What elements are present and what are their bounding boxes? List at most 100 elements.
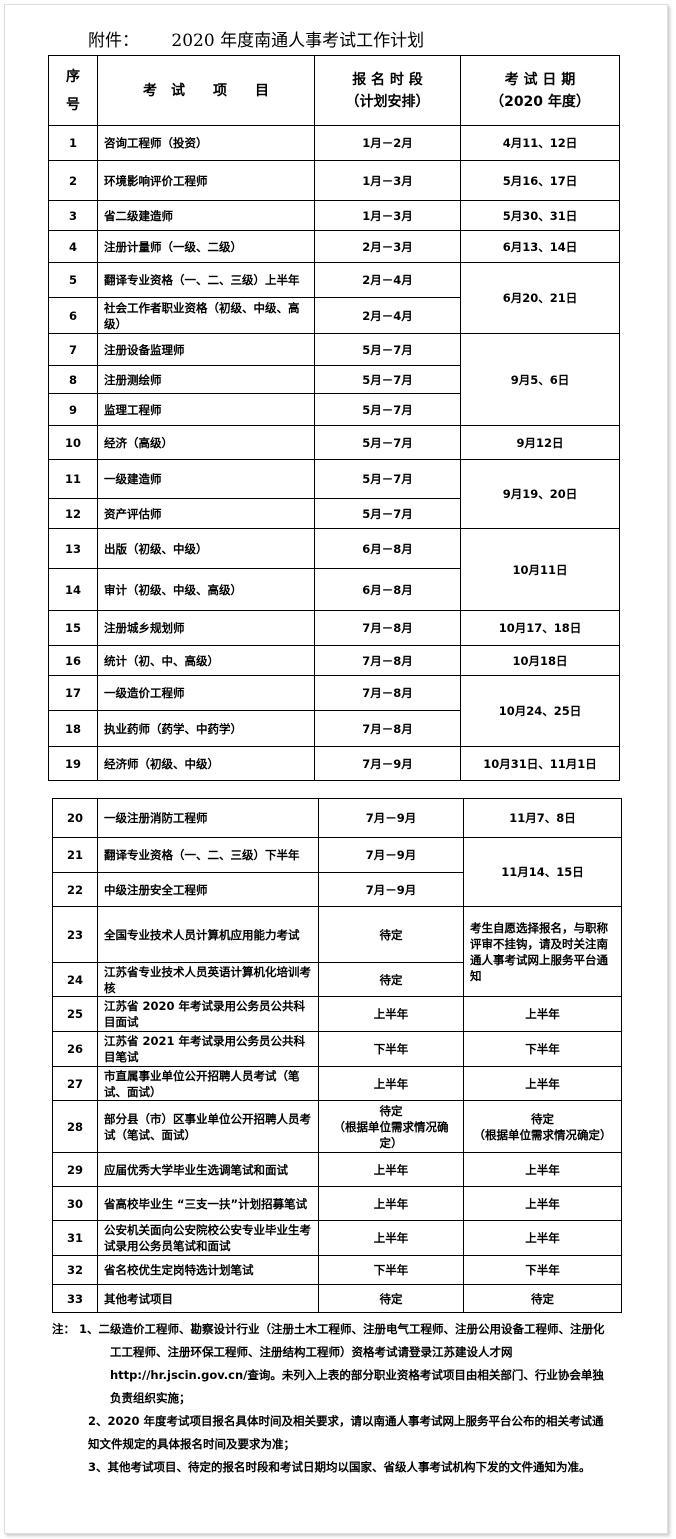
registration-period: 2月－4月 <box>314 262 461 298</box>
exam-item: 一级注册消防工程师 <box>97 798 319 838</box>
exam-item: 江苏省 2020 年考试录用公务员公共科目面试 <box>97 996 319 1032</box>
exam-item: 省高校毕业生 “三支一扶”计划招募笔试 <box>97 1186 319 1221</box>
note-2: 2、2020 年度考试项目报名具体时间及相关要求，请以南通人事考试网上服务平台公… <box>88 1414 604 1451</box>
exam-item: 统计（初、中、高级） <box>97 645 315 676</box>
table-row: 30 省高校毕业生 “三支一扶”计划招募笔试 上半年 上半年 <box>52 1186 622 1221</box>
exam-date: 11月7、8日 <box>463 798 622 838</box>
row-number: 2 <box>48 160 98 201</box>
registration-period: 下半年 <box>318 1031 464 1067</box>
table-row: 31 公安机关面向公安院校公安专业毕业生考试录用公务员笔试和面试 上半年 上半年 <box>52 1220 622 1256</box>
exam-item: 省二级建造师 <box>97 200 315 231</box>
document-title: 附件： 2020 年度南通人事考试工作计划 <box>88 31 425 51</box>
header-registration: 报 名 时 段 （计划安排） <box>314 55 461 126</box>
exam-item: 注册测绘师 <box>97 365 315 394</box>
row-number: 29 <box>52 1152 98 1187</box>
exam-date: 下半年 <box>463 1031 622 1067</box>
row-number: 24 <box>52 962 98 997</box>
row-number: 10 <box>48 425 98 460</box>
registration-period: 7月－8月 <box>314 610 461 646</box>
row-number: 1 <box>48 125 98 161</box>
table-row: 8 注册测绘师 5月－7月 <box>48 365 620 394</box>
exam-item: 监理工程师 <box>97 393 315 426</box>
registration-period: 上半年 <box>318 1220 464 1256</box>
table-row: 10 经济（高级） 5月－7月 9月12日 <box>48 425 620 460</box>
row-number: 33 <box>52 1284 98 1313</box>
row-number: 25 <box>52 996 98 1032</box>
table-row: 7 注册设备监理师 5月－7月 9月5、6日 <box>48 333 620 426</box>
table-row: 33 其他考试项目 待定 待定 <box>52 1284 622 1313</box>
registration-period: 1月－3月 <box>314 200 461 231</box>
registration-period: 上半年 <box>318 1066 464 1101</box>
table-row: 14 审计（初级、中级、高级） 6月－8月 <box>48 568 620 611</box>
notes: 注： 1、二级造价工程师、勘察设计行业（注册土木工程师、注册电气工程师、注册公用… <box>52 1318 612 1479</box>
exam-date: 待定 （根据单位需求情况确定） <box>463 1100 622 1153</box>
row-number: 3 <box>48 200 98 231</box>
registration-period: 5月－7月 <box>314 498 461 529</box>
exam-date: 上半年 <box>463 1186 622 1221</box>
registration-period: 5月－7月 <box>314 333 461 366</box>
exam-date: 10月24、25日 <box>460 675 620 747</box>
registration-period: 6月－8月 <box>314 528 461 569</box>
exam-item: 资产评估师 <box>97 498 315 529</box>
row-number: 17 <box>48 675 98 711</box>
exam-item: 江苏省 2021 年考试录用公务员公共科目笔试 <box>97 1031 319 1067</box>
registration-period: 待定 <box>318 1284 464 1313</box>
row-number: 8 <box>48 365 98 394</box>
exam-date: 待定 <box>463 1284 622 1313</box>
table-row: 16 统计（初、中、高级） 7月－8月 10月18日 <box>48 645 620 676</box>
row-number: 20 <box>52 798 98 838</box>
exam-plan-table-part1: 序号 考 试 项 目 报 名 时 段 （计划安排） 考 试 日 期 （2020 … <box>48 55 620 781</box>
row-number: 31 <box>52 1220 98 1256</box>
row-number: 15 <box>48 610 98 646</box>
exam-item: 中级注册安全工程师 <box>97 872 319 907</box>
exam-item: 经济（高级） <box>97 425 315 460</box>
exam-date: 上半年 <box>463 1152 622 1187</box>
exam-date: 9月19、20日 <box>460 459 620 529</box>
registration-period: 下半年 <box>318 1255 464 1285</box>
table-row: 19 经济师（初级、中级） 7月－9月 10月31日、11月1日 <box>48 746 620 781</box>
exam-date: 11月14、15日 <box>463 837 622 907</box>
registration-period: 待定 <box>318 962 464 997</box>
exam-item: 注册设备监理师 <box>97 333 315 366</box>
exam-date: 9月12日 <box>460 425 620 460</box>
row-number: 32 <box>52 1255 98 1285</box>
row-number: 21 <box>52 837 98 873</box>
row-number: 27 <box>52 1066 98 1101</box>
registration-period: 5月－7月 <box>314 365 461 394</box>
row-number: 16 <box>48 645 98 676</box>
table-row: 28 部分县（市）区事业单位公开招聘人员考试（笔试、面试） 待定 （根据单位需求情况… <box>52 1100 622 1153</box>
registration-period: 2月－4月 <box>314 297 461 334</box>
exam-date: 上半年 <box>463 996 622 1032</box>
exam-item: 其他考试项目 <box>97 1284 319 1313</box>
exam-item: 环境影响评价工程师 <box>97 160 315 201</box>
table-row: 20 一级注册消防工程师 7月－9月 11月7、8日 <box>52 798 622 838</box>
exam-item: 翻译专业资格（一、二、三级）上半年 <box>97 262 315 298</box>
row-number: 5 <box>48 262 98 298</box>
table-row: 27 市直属事业单位公开招聘人员考试（笔试、面试） 上半年 上半年 <box>52 1066 622 1101</box>
registration-period: 7月－9月 <box>314 746 461 781</box>
registration-period: 7月－8月 <box>314 710 461 747</box>
note-3: 3、其他考试项目、待定的报名时段和考试日期均以国家、省级人事考试机构下发的文件通… <box>88 1460 591 1474</box>
exam-date: 5月16、17日 <box>460 160 620 201</box>
row-number: 9 <box>48 393 98 426</box>
exam-item: 社会工作者职业资格（初级、中级、高级） <box>97 297 315 334</box>
table-row: 4 注册计量师（一级、二级） 2月－3月 6月13、14日 <box>48 230 620 263</box>
header-no: 序号 <box>48 55 98 126</box>
row-number: 28 <box>52 1100 98 1153</box>
registration-period: 7月－9月 <box>318 837 464 873</box>
exam-item: 部分县（市）区事业单位公开招聘人员考试（笔试、面试） <box>97 1100 319 1153</box>
row-number: 13 <box>48 528 98 569</box>
exam-item: 全国专业技术人员计算机应用能力考试 <box>97 906 319 963</box>
document-page <box>4 4 668 1534</box>
table-row: 6 社会工作者职业资格（初级、中级、高级） 2月－4月 <box>48 297 620 334</box>
exam-item: 出版（初级、中级） <box>97 528 315 569</box>
exam-date: 上半年 <box>463 1066 622 1101</box>
exam-item: 审计（初级、中级、高级） <box>97 568 315 611</box>
table-row: 3 省二级建造师 1月－3月 5月30、31日 <box>48 200 620 231</box>
table-row: 22 中级注册安全工程师 7月－9月 <box>52 872 622 907</box>
table-row: 2 环境影响评价工程师 1月－3月 5月16、17日 <box>48 160 620 201</box>
exam-item: 翻译专业资格（一、二、三级）下半年 <box>97 837 319 873</box>
exam-item: 注册城乡规划师 <box>97 610 315 646</box>
exam-date: 4月11、12日 <box>460 125 620 161</box>
registration-period: 7月－9月 <box>318 872 464 907</box>
